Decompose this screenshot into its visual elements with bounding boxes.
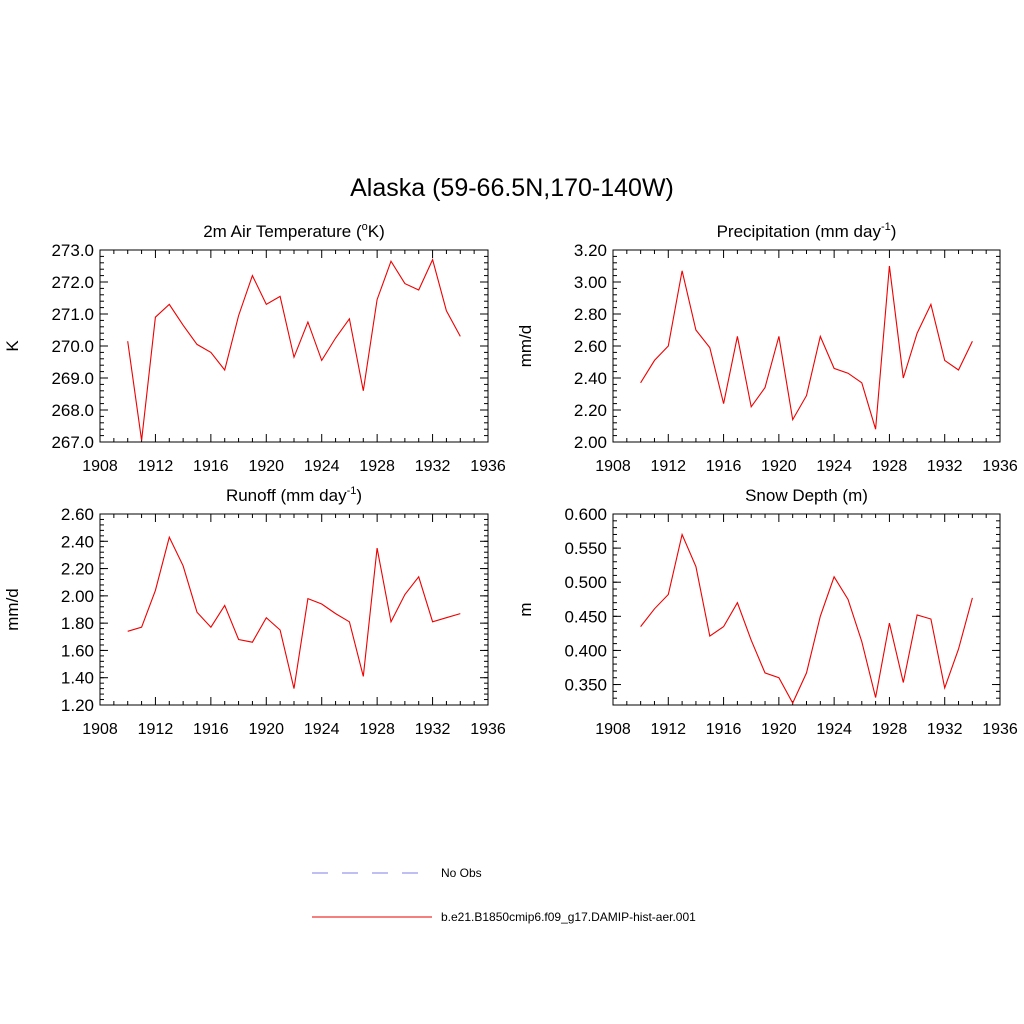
runoff-y-axis-label: mm/d	[3, 588, 22, 631]
snow-depth-x-tick-label: 1912	[650, 721, 686, 738]
runoff-x-tick-label: 1936	[470, 721, 506, 738]
runoff-plot-frame	[99, 513, 489, 706]
snow-depth-panel: 1908 1912 1916 1920 1924 1928 1932 1936 0.350 0.4…	[516, 486, 1018, 738]
precipitation-y-tick-label: 2.80	[574, 305, 607, 324]
temperature-y-tick-label: 273.0	[51, 241, 94, 260]
snow-depth-y-tick-label: 0.600	[564, 505, 607, 524]
precipitation-y-tick-label: 2.00	[574, 433, 607, 452]
temperature-y-tick-label: 272.0	[51, 273, 94, 292]
precipitation-panel-title-end: )	[891, 222, 897, 241]
runoff-y-tick-label: 2.60	[61, 505, 94, 524]
precipitation-x-tick-label: 1920	[761, 458, 797, 475]
snow-depth-x-tick-label: 1924	[816, 721, 852, 738]
runoff-y-tick-label: 1.40	[61, 669, 94, 688]
precipitation-series-line	[640, 265, 973, 430]
runoff-x-tick-label: 1912	[138, 721, 174, 738]
precipitation-panel-title-main: Precipitation (mm day	[717, 222, 882, 241]
runoff-x-tick-label: 1924	[304, 721, 340, 738]
runoff-y-tick-label: 2.20	[61, 560, 94, 579]
runoff-x-tick-label: 1916	[193, 721, 229, 738]
runoff-panel-title-superscript: -1	[347, 485, 357, 497]
runoff-panel-title: Runoff (mm day-1)	[226, 485, 362, 505]
temperature-x-tick-label: 1908	[82, 458, 118, 475]
runoff-panel: 1908 1912 1916 1920 1924 1928 1932 1936 1.20 1.40…	[3, 485, 506, 738]
precipitation-x-tick-label: 1916	[706, 458, 742, 475]
temperature-x-tick-label: 1928	[359, 458, 395, 475]
temperature-x-tick-label: 1916	[193, 458, 229, 475]
runoff-panel-title-end: )	[356, 486, 362, 505]
snow-depth-y-tick-label: 0.450	[564, 607, 607, 626]
precipitation-x-tick-label: 1912	[650, 458, 686, 475]
legend-no-obs-label: No Obs	[441, 866, 482, 880]
runoff-x-tick-label: 1928	[359, 721, 395, 738]
precipitation-x-tick-label: 1928	[872, 458, 908, 475]
temperature-x-tick-label: 1924	[304, 458, 340, 475]
precipitation-y-tick-label: 2.60	[574, 337, 607, 356]
snow-depth-y-tick-label: 0.350	[564, 676, 607, 695]
runoff-series-line	[127, 535, 461, 689]
snow-depth-panel-title: Snow Depth (m)	[745, 486, 868, 505]
snow-depth-y-tick-label: 0.400	[564, 641, 607, 660]
temperature-y-axis-label: K	[3, 340, 22, 352]
runoff-y-tick-label: 2.40	[61, 532, 94, 551]
snow-depth-x-tick-label: 1932	[927, 721, 963, 738]
precipitation-x-tick-label: 1908	[595, 458, 631, 475]
runoff-x-tick-label: 1920	[248, 721, 284, 738]
precipitation-panel: 1908 1912 1916 1920 1924 1928 1932 1936 2.00 2.20…	[516, 221, 1018, 475]
snow-depth-x-tick-label: 1936	[982, 721, 1018, 738]
precipitation-panel-title: Precipitation (mm day-1)	[717, 221, 897, 241]
temperature-y-tick-label: 269.0	[51, 369, 94, 388]
temperature-x-tick-label: 1936	[470, 458, 506, 475]
precipitation-y-tick-label: 3.20	[574, 241, 607, 260]
legend-model-label: b.e21.B1850cmip6.f09_g17.DAMIP-hist-aer.…	[441, 910, 696, 924]
snow-depth-panel-title-main: Snow Depth (m)	[745, 486, 868, 505]
temperature-x-tick-label: 1912	[138, 458, 174, 475]
precipitation-panel-title-superscript: -1	[881, 221, 891, 233]
precipitation-x-tick-label: 1936	[982, 458, 1018, 475]
runoff-x-tick-label: 1932	[415, 721, 451, 738]
temperature-panel-title-main: 2m Air Temperature (	[203, 222, 362, 241]
precipitation-y-axis-label: mm/d	[516, 325, 535, 368]
precipitation-x-tick-label: 1924	[816, 458, 852, 475]
figure-title: Alaska (59-66.5N,170-140W)	[350, 174, 674, 202]
temperature-y-tick-label: 270.0	[51, 337, 94, 356]
snow-depth-y-axis-label: m	[516, 602, 535, 616]
snow-depth-x-tick-label: 1928	[872, 721, 908, 738]
temperature-panel-title-superscript: o	[362, 221, 368, 233]
precipitation-plot-frame	[612, 249, 1001, 443]
precipitation-x-tick-label: 1932	[927, 458, 963, 475]
snow-depth-series-line	[640, 532, 973, 705]
runoff-y-tick-label: 1.20	[61, 696, 94, 715]
runoff-y-tick-label: 1.80	[61, 614, 94, 633]
precipitation-y-tick-label: 2.40	[574, 369, 607, 388]
legend: No Obs b.e21.B1850cmip6.f09_g17.DAMIP-hi…	[312, 866, 696, 924]
snow-depth-x-tick-label: 1920	[761, 721, 797, 738]
runoff-y-tick-label: 1.60	[61, 641, 94, 660]
temperature-x-tick-label: 1920	[248, 458, 284, 475]
precipitation-y-tick-label: 3.00	[574, 273, 607, 292]
snow-depth-x-tick-label: 1916	[706, 721, 742, 738]
temperature-plot-frame	[99, 249, 489, 443]
snow-depth-y-tick-label: 0.550	[564, 539, 607, 558]
temperature-y-tick-label: 271.0	[51, 305, 94, 324]
temperature-panel-title-end: K)	[368, 222, 385, 241]
temperature-y-tick-label: 268.0	[51, 401, 94, 420]
runoff-y-tick-label: 2.00	[61, 587, 94, 606]
temperature-panel: 1908 1912 1916 1920 1924 1928 1932 1936 267.0 268…	[3, 221, 506, 475]
runoff-x-tick-label: 1908	[82, 721, 118, 738]
temperature-x-tick-label: 1932	[415, 458, 451, 475]
temperature-y-tick-label: 267.0	[51, 433, 94, 452]
runoff-panel-title-main: Runoff (mm day	[226, 486, 347, 505]
precipitation-y-tick-label: 2.20	[574, 401, 607, 420]
snow-depth-y-tick-label: 0.500	[564, 573, 607, 592]
temperature-series-line	[127, 257, 461, 441]
temperature-panel-title: 2m Air Temperature (oK)	[203, 221, 385, 241]
snow-depth-x-tick-label: 1908	[595, 721, 631, 738]
